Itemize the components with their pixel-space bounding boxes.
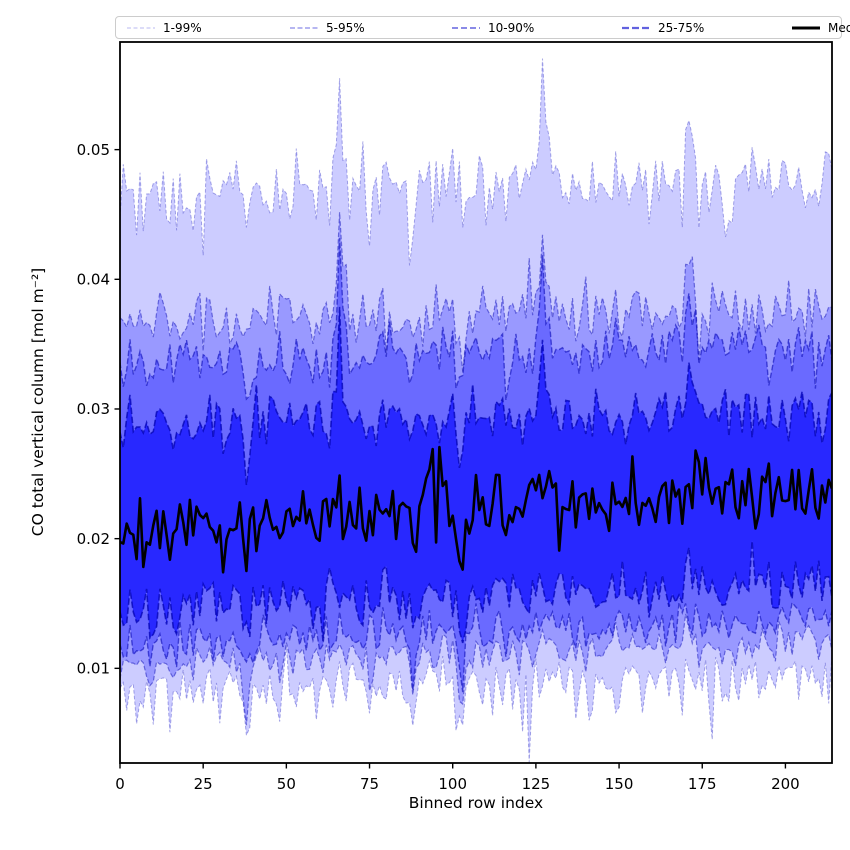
chart-layers xyxy=(120,58,832,763)
legend-line-sample-icon xyxy=(452,26,480,29)
percentile-line-p10 xyxy=(120,600,832,693)
x-tick-label: 150 xyxy=(605,775,634,793)
x-axis-title: Binned row index xyxy=(408,794,544,812)
legend-item-10-90-: 10-90% xyxy=(451,17,534,38)
legend-item-label: 25-75% xyxy=(658,20,705,35)
x-tick-label: 50 xyxy=(277,775,296,793)
percentile-line-p25 xyxy=(120,540,832,644)
legend-item-label: Median xyxy=(828,20,850,35)
legend: 1-99% 5-95% 10-90% 25-75% Median xyxy=(115,16,850,39)
legend-line-sample-icon xyxy=(622,26,650,29)
x-tick-label: 75 xyxy=(360,775,379,793)
legend-item-1-99-: 1-99% xyxy=(126,17,202,38)
legend-item-label: 1-99% xyxy=(163,20,202,35)
y-tick-label: 0.02 xyxy=(77,530,110,548)
percentile-line-p99 xyxy=(120,58,832,266)
legend-line-sample-icon xyxy=(792,26,820,29)
legend-item-label: 10-90% xyxy=(488,20,535,35)
legend-line-sample-icon xyxy=(127,26,155,29)
percentile-line-p90 xyxy=(120,238,832,401)
y-axis-title: CO total vertical column [mol m⁻²] xyxy=(29,267,47,537)
x-tick-label: 25 xyxy=(194,775,213,793)
plot-border xyxy=(119,41,833,764)
x-tick-label: 200 xyxy=(771,775,800,793)
legend-item-25-75-: 25-75% xyxy=(621,17,704,38)
x-tick-label: 125 xyxy=(522,775,551,793)
y-tick-label: 0.01 xyxy=(77,660,110,678)
percentile-line-p1 xyxy=(120,646,832,763)
legend-item-median: Median xyxy=(791,17,850,38)
legend-line-sample-icon xyxy=(290,26,318,29)
legend-item-5-95-: 5-95% xyxy=(289,17,365,38)
percentile-line-p5 xyxy=(120,613,832,726)
x-tick-label: 175 xyxy=(688,775,717,793)
percentile-line-p95 xyxy=(120,212,832,372)
x-tick-label: 0 xyxy=(115,775,125,793)
x-tick-label: 100 xyxy=(438,775,467,793)
median-line xyxy=(120,445,832,574)
legend-item-label: 5-95% xyxy=(326,20,365,35)
y-tick-label: 0.05 xyxy=(77,141,110,159)
y-tick-label: 0.04 xyxy=(77,271,110,289)
y-tick-label: 0.03 xyxy=(77,400,110,418)
percentile-line-p75 xyxy=(120,306,832,486)
